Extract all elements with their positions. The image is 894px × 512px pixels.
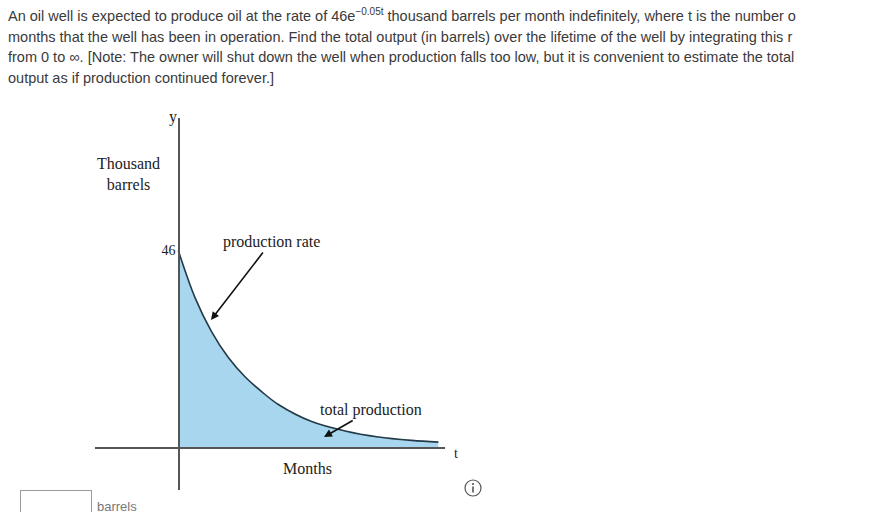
- html-text:An oil well is expected to pro: An oil well is expected to produce oil a…: [8, 6, 796, 24]
- html-text:from 0 to ∞. [Note: The owner: from 0 to ∞. [Note: The owner will shut …: [8, 49, 795, 65]
- html-text:output as if production contin: output as if production continued foreve…: [8, 69, 274, 86]
- svg-text:y: y: [169, 108, 177, 126]
- svg-text:production rate: production rate: [223, 233, 320, 251]
- svg-text:total production: total production: [320, 401, 422, 419]
- svg-text:46: 46: [162, 243, 176, 258]
- html-text:months that the well has been: months that the well has been in operati…: [8, 28, 793, 45]
- svg-text:Thousandbarrels: Thousandbarrels: [97, 155, 160, 193]
- svg-text:Months: Months: [283, 460, 332, 477]
- svg-text:t: t: [454, 446, 458, 461]
